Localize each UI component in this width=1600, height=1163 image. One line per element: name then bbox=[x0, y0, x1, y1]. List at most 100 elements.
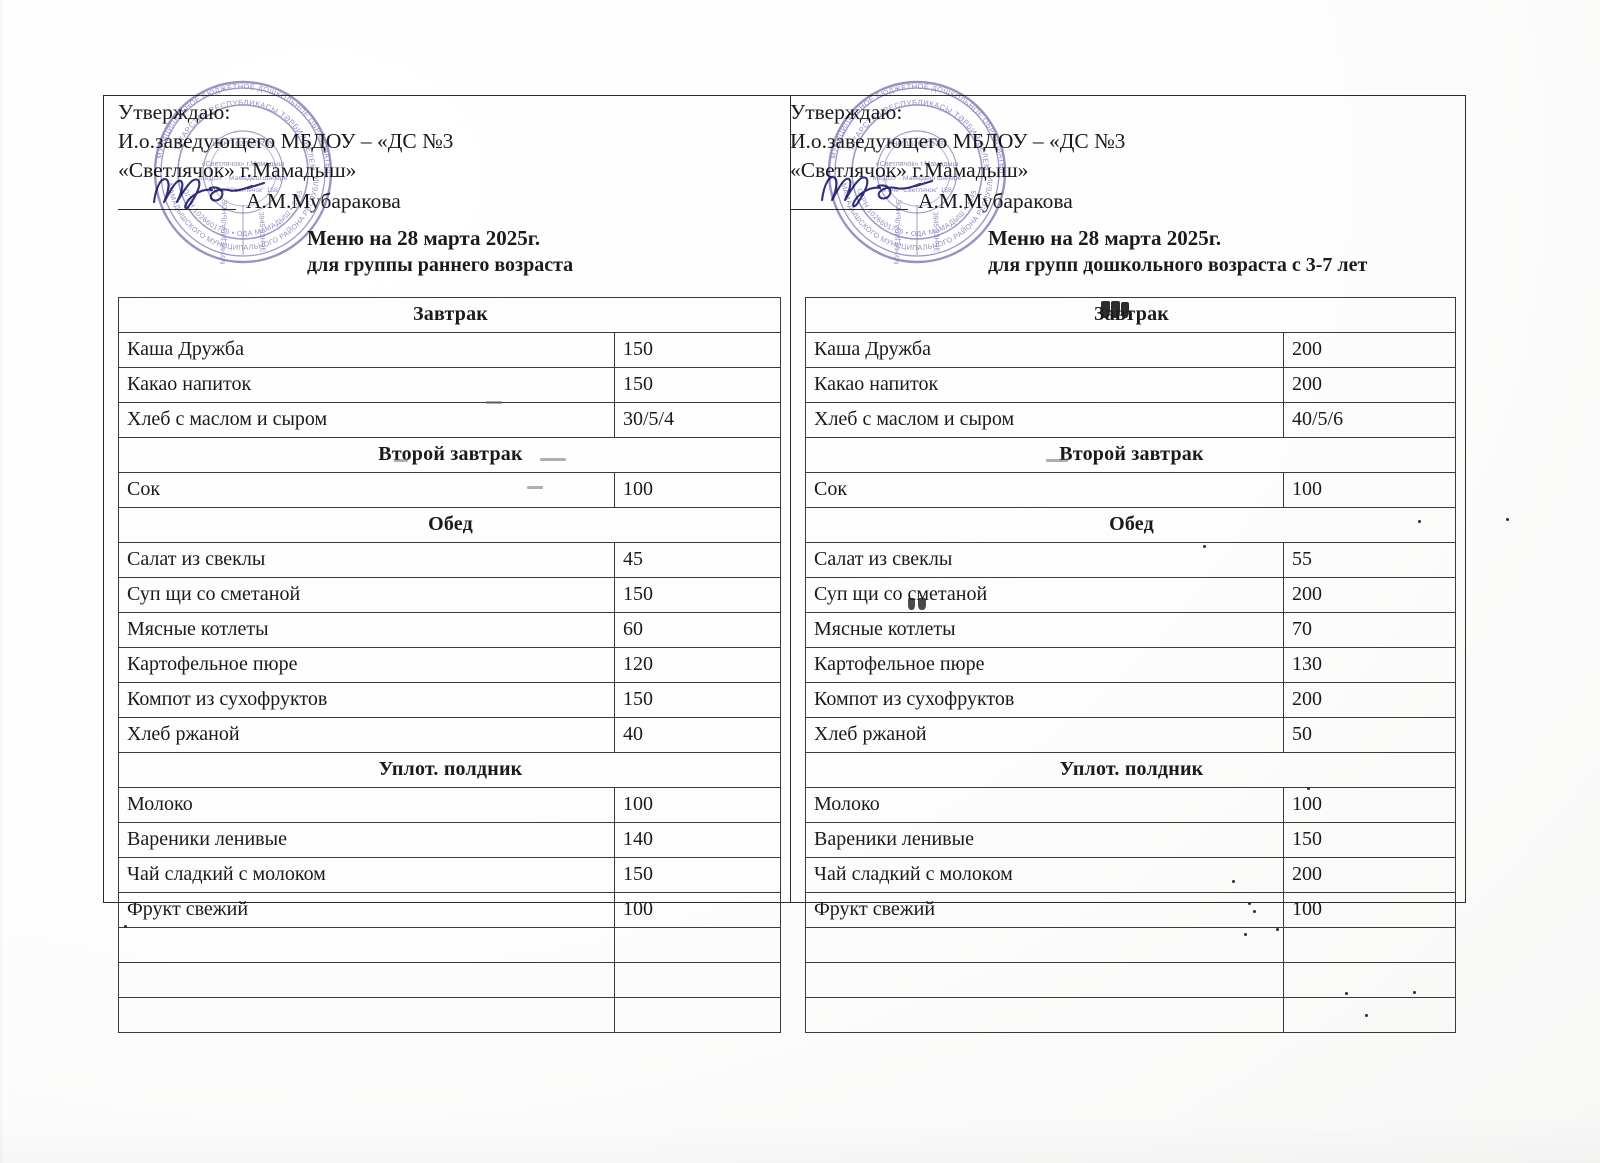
menu-item-row: Вареники ленивые 140 bbox=[118, 822, 782, 858]
approval-line-2: И.о.заведующего МБДОУ – «ДС №3 bbox=[790, 129, 1126, 153]
meal-section-label: Уплот. полдник bbox=[804, 752, 1457, 788]
signature-rule bbox=[790, 209, 908, 210]
menu-item-row: Какао напиток 150 bbox=[118, 367, 782, 403]
portion-weight-cell: 150 bbox=[1282, 822, 1457, 858]
dish-name-cell: Салат из свеклы bbox=[805, 542, 1284, 578]
dish-name-cell bbox=[805, 962, 1284, 998]
dish-name-cell: Каша Дружба bbox=[118, 332, 615, 368]
dish-name-cell: Мясные котлеты bbox=[118, 612, 615, 648]
portion-weight-cell: 50 bbox=[1282, 717, 1457, 753]
portion-weight-cell: 150 bbox=[613, 577, 782, 613]
signatory-name: А.М.Мубаракова bbox=[918, 189, 1073, 213]
menu-item-row bbox=[805, 997, 1457, 1033]
portion-weight-cell: 30/5/4 bbox=[613, 402, 782, 438]
meal-section-label: Завтрак bbox=[117, 297, 782, 333]
meal-section-row: Завтрак bbox=[117, 297, 782, 333]
meal-section-row: Второй завтрак bbox=[804, 437, 1457, 473]
portion-weight-cell: 200 bbox=[1282, 332, 1457, 368]
dish-name-cell: Картофельное пюре bbox=[805, 647, 1284, 683]
dish-name-cell bbox=[118, 997, 615, 1033]
portion-weight-cell: 55 bbox=[1282, 542, 1457, 578]
menu-item-row: Сок 100 bbox=[118, 472, 782, 508]
dish-name-cell: Компот из сухофруктов bbox=[118, 682, 615, 718]
menu-item-row: Чай сладкий с молоком 200 bbox=[805, 857, 1457, 893]
menu-item-row: Картофельное пюре 130 bbox=[805, 647, 1457, 683]
portion-weight-cell: 40 bbox=[613, 717, 782, 753]
menu-item-row: Каша Дружба 150 bbox=[118, 332, 782, 368]
dish-name-cell bbox=[805, 997, 1284, 1033]
menu-item-row bbox=[118, 927, 782, 963]
menu-item-row bbox=[118, 962, 782, 998]
portion-weight-cell bbox=[613, 927, 782, 963]
dish-name-cell: Компот из сухофруктов bbox=[805, 682, 1284, 718]
portion-weight-cell bbox=[613, 997, 782, 1033]
portion-weight-cell: 200 bbox=[1282, 857, 1457, 893]
dish-name-cell: Фрукт свежий bbox=[805, 892, 1284, 928]
menu-item-row: Хлеб ржаной 50 bbox=[805, 717, 1457, 753]
menu-table-left-body: Завтрак Каша Дружба 150 Какао напиток 150 Хле… bbox=[117, 297, 782, 1033]
dish-name-cell: Суп щи со сметаной bbox=[805, 577, 1284, 613]
portion-weight-cell: 100 bbox=[613, 787, 782, 823]
meal-section-row: Уплот. полдник bbox=[117, 752, 782, 788]
menu-item-row: Салат из свеклы 55 bbox=[805, 542, 1457, 578]
menu-item-row: Молоко 100 bbox=[118, 787, 782, 823]
dish-name-cell: Сок bbox=[805, 472, 1284, 508]
dish-name-cell: Молоко bbox=[118, 787, 615, 823]
dish-name-cell bbox=[805, 927, 1284, 963]
menu-item-row bbox=[805, 962, 1457, 998]
approval-line-1: Утверждаю: bbox=[790, 100, 903, 124]
meal-section-row: Обед bbox=[117, 507, 782, 543]
menu-item-row: Сок 100 bbox=[805, 472, 1457, 508]
portion-weight-cell: 200 bbox=[1282, 367, 1457, 403]
portion-weight-cell: 150 bbox=[613, 332, 782, 368]
portion-weight-cell: 200 bbox=[1282, 682, 1457, 718]
dish-name-cell: Чай сладкий с молоком bbox=[118, 857, 615, 893]
signature-row: А.М.Мубаракова bbox=[790, 187, 1125, 216]
menu-item-row: Компот из сухофруктов 200 bbox=[805, 682, 1457, 718]
portion-weight-cell: 130 bbox=[1282, 647, 1457, 683]
menu-table-left: Завтрак Каша Дружба 150 Какао напиток 150 Хле… bbox=[117, 297, 782, 1033]
menu-title-left: Меню на 28 марта 2025г. для группы ранне… bbox=[307, 225, 573, 279]
portion-weight-cell: 150 bbox=[613, 857, 782, 893]
dish-name-cell: Хлеб ржаной bbox=[118, 717, 615, 753]
portion-weight-cell: 70 bbox=[1282, 612, 1457, 648]
menu-item-row: Хлеб с маслом и сыром 30/5/4 bbox=[118, 402, 782, 438]
dish-name-cell bbox=[118, 927, 615, 963]
signature-rule bbox=[118, 209, 236, 210]
dish-name-cell bbox=[118, 962, 615, 998]
approval-block-right: Утверждаю: И.о.заведующего МБДОУ – «ДС №… bbox=[790, 98, 1125, 216]
portion-weight-cell: 100 bbox=[613, 892, 782, 928]
dish-name-cell: Мясные котлеты bbox=[805, 612, 1284, 648]
menu-item-row: Компот из сухофруктов 150 bbox=[118, 682, 782, 718]
portion-weight-cell bbox=[613, 962, 782, 998]
dish-name-cell: Хлеб с маслом и сыром bbox=[118, 402, 615, 438]
portion-weight-cell: 200 bbox=[1282, 577, 1457, 613]
meal-section-label: Второй завтрак bbox=[117, 437, 782, 473]
dish-name-cell: Какао напиток bbox=[118, 367, 615, 403]
portion-weight-cell: 40/5/6 bbox=[1282, 402, 1457, 438]
menu-item-row: Фрукт свежий 100 bbox=[805, 892, 1457, 928]
portion-weight-cell: 45 bbox=[613, 542, 782, 578]
menu-item-row: Чай сладкий с молоком 150 bbox=[118, 857, 782, 893]
approval-line-3: «Светлячок» г.Мамадыш» bbox=[790, 158, 1029, 182]
menu-title-line-1: Меню на 28 марта 2025г. bbox=[307, 226, 541, 250]
dish-name-cell: Фрукт свежий bbox=[118, 892, 615, 928]
menu-item-row: Хлеб ржаной 40 bbox=[118, 717, 782, 753]
portion-weight-cell: 100 bbox=[1282, 892, 1457, 928]
dish-name-cell: Вареники ленивые bbox=[118, 822, 615, 858]
meal-section-row: Уплот. полдник bbox=[804, 752, 1457, 788]
portion-weight-cell: 100 bbox=[1282, 472, 1457, 508]
dish-name-cell: Чай сладкий с молоком bbox=[805, 857, 1284, 893]
dish-name-cell: Салат из свеклы bbox=[118, 542, 615, 578]
menu-title-line-2: для групп дошкольного возраста с 3-7 лет bbox=[988, 254, 1368, 276]
portion-weight-cell: 150 bbox=[613, 682, 782, 718]
portion-weight-cell bbox=[1282, 962, 1457, 998]
portion-weight-cell: 100 bbox=[613, 472, 782, 508]
menu-item-row: Каша Дружба 200 bbox=[805, 332, 1457, 368]
meal-section-label: Второй завтрак bbox=[804, 437, 1457, 473]
dish-name-cell: Какао напиток bbox=[805, 367, 1284, 403]
meal-section-row: Завтрак bbox=[804, 297, 1457, 333]
signatory-name: А.М.Мубаракова bbox=[246, 189, 401, 213]
portion-weight-cell: 100 bbox=[1282, 787, 1457, 823]
dish-name-cell: Молоко bbox=[805, 787, 1284, 823]
